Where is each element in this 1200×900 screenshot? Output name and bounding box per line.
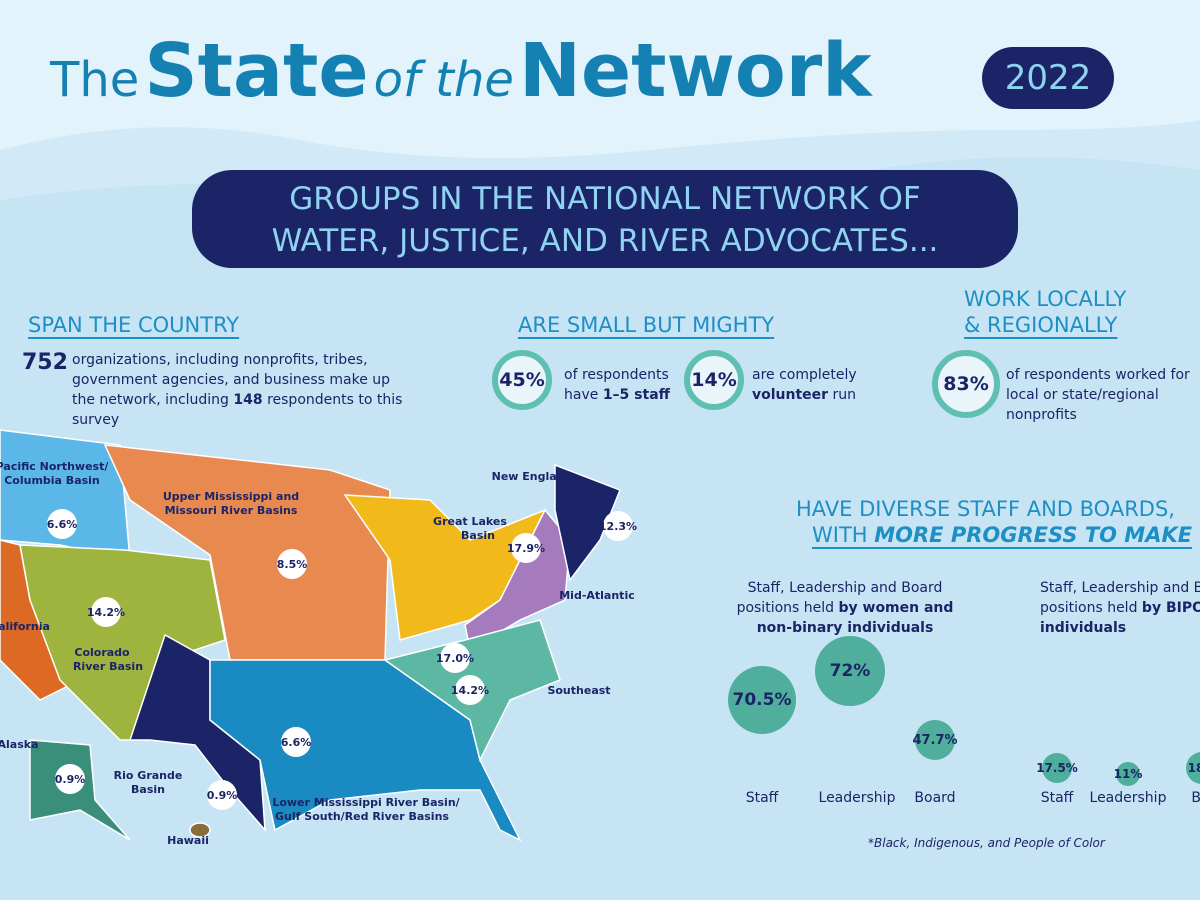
text: run [828, 387, 857, 403]
text: by BIPOC* individuals [1040, 600, 1200, 636]
heading-line: WITH [812, 523, 875, 547]
caption: Staff, Leadership and Board positions he… [1040, 578, 1200, 638]
stat-text: are completely volunteer run [752, 365, 862, 405]
banner: GROUPS IN THE NATIONAL NETWORK OF WATER,… [192, 170, 1018, 268]
stat-text: of respondents worked for local or state… [1006, 367, 1190, 423]
section-heading: HAVE DIVERSE STAFF AND BOARDS, WITH MORE … [796, 496, 1192, 548]
caption: Staff, Leadership and Board positions he… [730, 578, 960, 638]
region-value: 17.0% [436, 652, 474, 665]
region-value: 0.9% [207, 789, 238, 802]
region-label: Alaska [0, 738, 39, 751]
text: 1–5 staff [602, 387, 670, 403]
heading-line: MORE PROGRESS TO MAKE [874, 523, 1193, 547]
text: Staff, Leadership and Board positions he… [736, 580, 943, 616]
bubble-label: Leadership [818, 790, 896, 806]
bubble: 17.5% [1036, 753, 1078, 783]
stat-ring: 45% [492, 350, 552, 410]
bubble: 47.7% [912, 720, 958, 760]
region [464, 508, 571, 652]
heading-line: WORK LOCALLY [964, 287, 1127, 311]
heading-line: & REGIONALLY [964, 313, 1118, 337]
title-word: State [144, 28, 369, 114]
region-value: 14.2% [87, 606, 125, 619]
region-label: Hawaii [167, 834, 209, 847]
year-badge: 2022 [982, 47, 1114, 109]
banner-line: WATER, JUSTICE, AND RIVER ADVOCATES... [271, 223, 939, 259]
text: by women and non-binary individuals [756, 600, 954, 636]
footnote: *Black, Indigenous, and People of Color [868, 836, 1105, 850]
text: volunteer [752, 387, 829, 403]
region-value: 6.6% [281, 736, 312, 749]
section-heading: WORK LOCALLY & REGIONALLY [964, 286, 1126, 338]
region-value: 17.9% [507, 542, 545, 555]
text: 148 [233, 392, 263, 408]
bubble: 72% [815, 636, 885, 706]
heading-line: HAVE DIVERSE STAFF AND BOARDS, [796, 497, 1175, 521]
bubble-label: Leadership [1089, 790, 1167, 806]
section-heading: ARE SMALL BUT MIGHTY [518, 313, 775, 337]
stat-text: of respondents have 1–5 staff [564, 365, 674, 405]
title: The State of the Network [50, 28, 871, 114]
region-label: Rio Grande [114, 769, 183, 782]
text: of respondents have [564, 367, 669, 403]
text: respondents to this survey [72, 392, 403, 428]
region-label: Colorado [74, 646, 130, 659]
bubble-label: Staff [1040, 790, 1074, 806]
title-word: Network [519, 28, 872, 114]
region-value: 6.6% [47, 518, 78, 531]
region-label: River Basin [73, 660, 143, 673]
region-label: Pacific Northwest/ [0, 460, 109, 473]
region-label: Gulf South/Red River Basins [275, 810, 449, 823]
count: 752 [22, 350, 68, 375]
region-label: Columbia Basin [4, 474, 100, 487]
region-value: 0.9% [55, 773, 86, 786]
region-label: Missouri River Basins [165, 504, 298, 517]
bubble-label: Board [1191, 790, 1200, 806]
region-label: Southeast [547, 684, 610, 697]
region-label: California [0, 620, 50, 633]
stat-ring: 83% [932, 350, 1000, 418]
region-label: New England [492, 470, 573, 483]
bubble: 11% [1114, 762, 1142, 786]
bubble-label: Staff [745, 790, 779, 806]
region-value: 12.3% [599, 520, 637, 533]
map: Pacific Northwest/Columbia Basin 6.6% Upp… [0, 429, 637, 847]
bubble: 18% [1186, 752, 1200, 784]
region-label: Mid-Atlantic [559, 589, 635, 602]
title-word: of the [373, 52, 514, 108]
section-heading: SPAN THE COUNTRY [28, 313, 240, 337]
region [554, 463, 621, 582]
region [189, 822, 211, 838]
title-word: The [50, 52, 140, 108]
span-text: organizations, including nonprofits, tri… [72, 350, 412, 430]
region-label: Basin [131, 783, 165, 796]
text: are completely [752, 367, 857, 383]
region-label: Great Lakes [433, 515, 507, 528]
region-value: 14.2% [451, 684, 489, 697]
bubble-label: Board [914, 790, 956, 806]
region-label: Basin [461, 529, 495, 542]
region-label: Upper Mississippi and [163, 490, 299, 503]
bubble: 70.5% [728, 666, 796, 734]
region-value: 8.5% [277, 558, 308, 571]
region-label: Lower Mississippi River Basin/ [272, 796, 460, 809]
stat-ring: 14% [684, 350, 744, 410]
text: organizations, including nonprofits, tri… [72, 352, 391, 408]
banner-line: GROUPS IN THE NATIONAL NETWORK OF [289, 181, 921, 217]
text: Staff, Leadership and Board positions he… [1040, 580, 1200, 616]
